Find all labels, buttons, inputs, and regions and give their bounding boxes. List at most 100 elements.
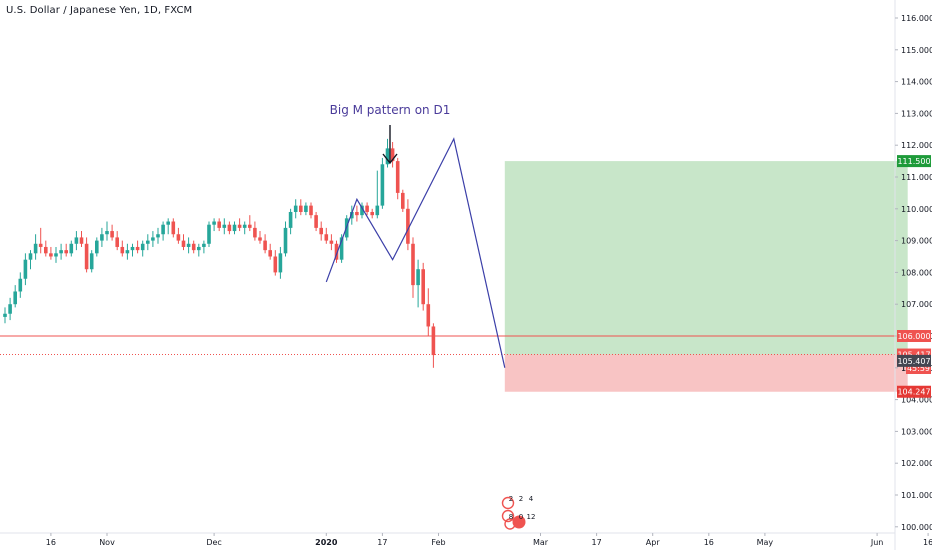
candle-body	[156, 234, 160, 238]
candle	[283, 221, 288, 257]
candle	[120, 240, 125, 257]
candle	[222, 218, 227, 235]
candle	[416, 259, 420, 308]
candle	[293, 199, 298, 219]
candle-body	[110, 231, 114, 238]
price-tick-label: 114.000	[901, 78, 932, 87]
candle-body	[263, 240, 267, 251]
candle-body	[191, 243, 196, 251]
price-tick-label: 100.000	[901, 523, 932, 532]
candle	[197, 243, 201, 257]
annotation-label[interactable]: Big M pattern on D1	[330, 103, 451, 117]
events-widget[interactable]: 2 2 48 0 12	[501, 495, 536, 530]
candle	[370, 208, 374, 219]
candle	[426, 288, 431, 336]
target-zone[interactable]	[504, 161, 908, 355]
price-tick-label: 109.000	[901, 237, 932, 246]
partial-price-label: 1	[901, 364, 906, 373]
time-tick-label: Mar	[533, 538, 549, 547]
candle-body	[350, 211, 354, 219]
candle	[355, 205, 359, 222]
candle-body	[84, 243, 89, 270]
candle-body	[212, 221, 216, 225]
candle	[212, 218, 216, 232]
annotation-arrow-head	[382, 153, 398, 165]
time-tick-label: Apr	[646, 538, 661, 547]
candle-body	[59, 250, 63, 254]
last-price-badge-bg	[897, 354, 931, 367]
candle	[84, 237, 89, 273]
event-circle-icon	[504, 518, 516, 530]
m-pattern-line[interactable]	[325, 137, 506, 368]
event-count-label: 2	[519, 495, 523, 503]
level-price-badge-text: 106.000	[897, 332, 930, 341]
price-tick-label: 107.000	[901, 300, 932, 309]
candle-body	[339, 237, 344, 260]
candle-body	[130, 246, 135, 251]
event-circle-icon	[501, 496, 515, 510]
candle	[242, 221, 247, 235]
candle	[411, 237, 415, 298]
price-tick-label: 103.000	[901, 427, 932, 436]
candle-body	[401, 192, 405, 209]
time-tick-label: Jun	[870, 538, 884, 547]
candle	[263, 234, 267, 254]
candle-body	[186, 243, 191, 247]
candle	[237, 218, 242, 232]
candle	[161, 221, 165, 241]
candle	[54, 246, 58, 263]
candle-body	[181, 240, 186, 247]
candle-body	[64, 250, 68, 254]
candle-body	[385, 148, 390, 165]
candle-body	[426, 304, 431, 327]
candle-body	[207, 224, 211, 244]
candle-body	[431, 326, 436, 356]
price-tick-label: 102.000	[901, 459, 932, 468]
candle-body	[299, 205, 303, 212]
candle	[69, 240, 74, 257]
candle	[44, 240, 48, 257]
candle-body	[334, 243, 339, 260]
chart-title: U.S. Dollar / Japanese Yen, 1D, FXCM	[6, 5, 193, 16]
candle-body	[79, 237, 84, 244]
candle-body	[100, 234, 104, 241]
price-tick-label: 101.000	[901, 491, 932, 500]
candle-body	[176, 234, 181, 241]
candle	[166, 218, 170, 235]
candle	[273, 250, 278, 276]
candle	[115, 231, 119, 251]
candle-body	[8, 304, 12, 314]
target-price-badge-bg	[897, 155, 931, 168]
stop-price-badge-text: 104.247	[897, 388, 930, 397]
candle-body	[232, 224, 237, 232]
candle	[105, 221, 109, 241]
candle	[314, 211, 318, 232]
time-tick-label: 16	[923, 538, 932, 547]
candle-body	[324, 234, 329, 241]
price-tick-label: 116.000	[901, 14, 932, 23]
candle-body	[151, 237, 155, 241]
candle-body	[355, 211, 359, 216]
candle	[217, 218, 221, 232]
candle	[258, 231, 262, 244]
level-price-badge-bg	[897, 330, 931, 342]
candle-body	[28, 253, 33, 260]
candle	[406, 199, 410, 251]
stop-zone[interactable]	[504, 354, 908, 392]
candle	[253, 221, 257, 241]
candle	[431, 323, 436, 368]
event-count-label: 0	[519, 513, 523, 521]
candle	[28, 250, 33, 270]
candle-body	[202, 243, 206, 247]
last-price-badge: 105.407	[897, 354, 931, 367]
candle-body	[395, 161, 400, 193]
candle-body	[217, 221, 221, 228]
candle-body	[38, 243, 43, 247]
candle-body	[268, 250, 272, 257]
candle	[186, 237, 191, 254]
candle	[140, 240, 145, 257]
price-tick-label: 111.000	[901, 173, 932, 182]
candle-body	[406, 208, 410, 244]
candle-body	[288, 211, 293, 228]
